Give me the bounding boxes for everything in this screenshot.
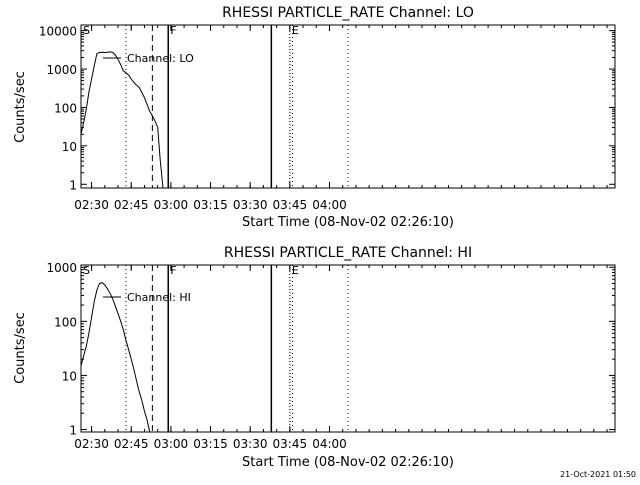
- y-tick-label: 100: [54, 101, 77, 115]
- marker-label-s: S: [83, 264, 90, 277]
- y-tick-label: 10: [62, 369, 77, 383]
- x-tick-label: 02:30: [74, 437, 109, 451]
- chart-title: RHESSI PARTICLE_RATE Channel: LO: [222, 5, 474, 21]
- x-axis-label: Start Time (08-Nov-02 02:26:10): [242, 215, 454, 230]
- x-tick-label: 02:45: [114, 198, 149, 212]
- panel-hi: RHESSI PARTICLE_RATE Channel: HI 02:30 02:…: [13, 245, 616, 470]
- x-tick-label: 03:30: [233, 437, 268, 451]
- x-tick-label: 03:15: [193, 198, 228, 212]
- panel-lo: RHESSI PARTICLE_RATE Channel: LO 02:30 02:…: [13, 5, 616, 230]
- timestamp: 21-Oct-2021 01:50: [560, 470, 636, 479]
- x-axis-label: Start Time (08-Nov-02 02:26:10): [242, 455, 454, 470]
- y-axis-label: Counts/sec: [13, 71, 28, 143]
- y-tick-label: 1: [69, 424, 77, 438]
- marker-label-f: F: [170, 264, 176, 277]
- marker-label-s: S: [83, 24, 90, 37]
- marker-label-f: F: [170, 24, 176, 37]
- y-tick-label: 10000: [39, 25, 77, 39]
- series-line: [80, 51, 164, 189]
- y-tick-label: 1: [69, 178, 77, 192]
- x-tick-label: 04:00: [312, 437, 347, 451]
- x-tick-label: 03:00: [154, 437, 189, 451]
- y-axis-label: Counts/sec: [13, 312, 28, 384]
- legend-label: Channel: HI: [127, 291, 191, 304]
- x-tick-label: 02:45: [114, 437, 149, 451]
- marker-label-e: E: [292, 24, 299, 37]
- y-tick-label: 10: [62, 140, 77, 154]
- y-tick-label: 100: [54, 315, 77, 329]
- x-tick-label: 03:45: [273, 437, 308, 451]
- x-tick-label: 03:00: [154, 198, 189, 212]
- x-tick-label: 03:15: [193, 437, 228, 451]
- y-tick-label: 1000: [46, 63, 77, 77]
- x-tick-label: 03:45: [273, 198, 308, 212]
- x-tick-label: 03:30: [233, 198, 268, 212]
- y-tick-label: 1000: [46, 261, 77, 275]
- x-tick-label: 02:30: [74, 198, 109, 212]
- series-line: [80, 282, 151, 433]
- x-tick-label: 04:00: [312, 198, 347, 212]
- legend-label: Channel: LO: [127, 52, 194, 65]
- marker-label-e: E: [292, 264, 299, 277]
- chart-title: RHESSI PARTICLE_RATE Channel: HI: [224, 245, 472, 261]
